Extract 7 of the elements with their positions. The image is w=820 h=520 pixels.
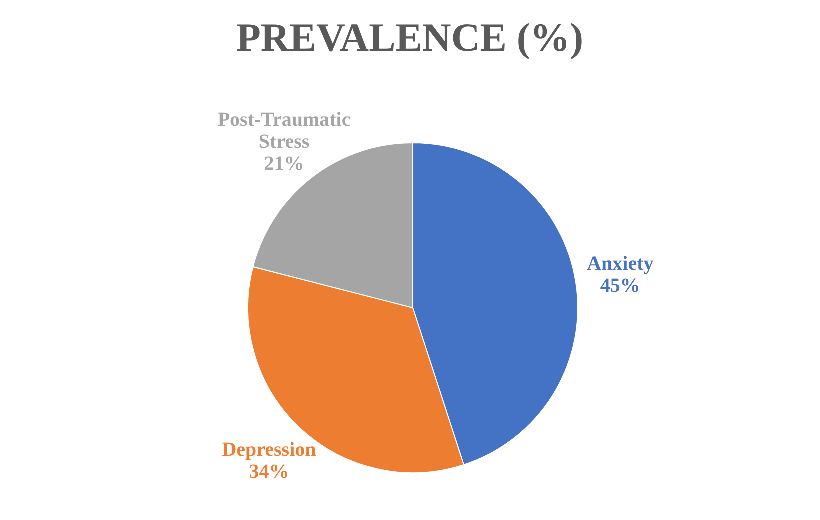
chart-title: PREVALENCE (%) [235, 14, 585, 62]
slice-label: Anxiety [587, 253, 654, 276]
data-label: 21% [264, 153, 304, 176]
data-label: 45% [600, 275, 640, 298]
data-label: 34% [249, 461, 290, 484]
slice-label: Depression [222, 439, 316, 462]
slice-label: Post-Traumatic Stress [218, 109, 351, 154]
